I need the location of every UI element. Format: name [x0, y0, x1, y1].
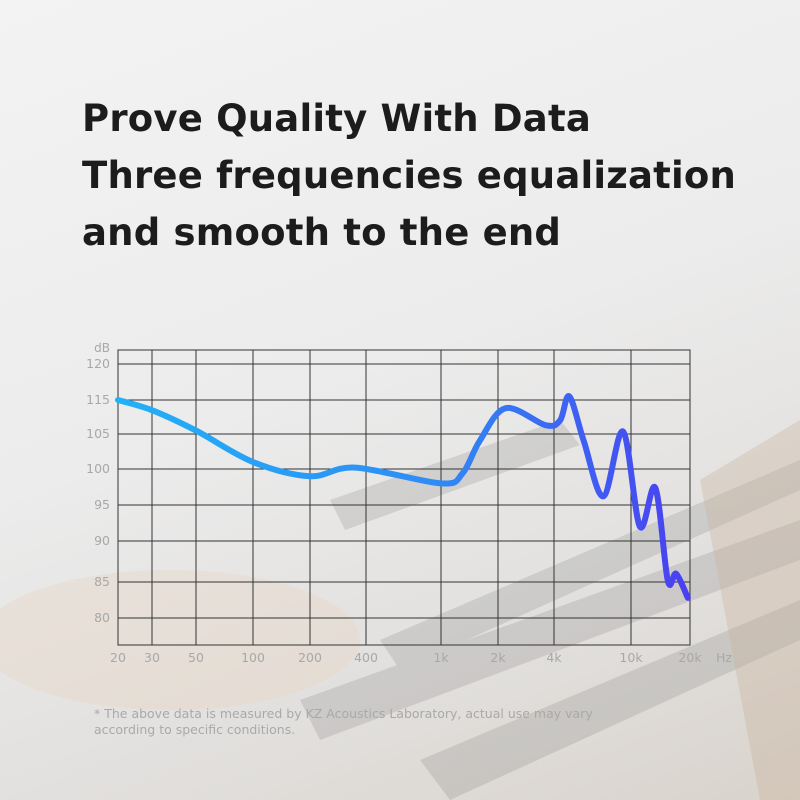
y-tick-label: 105: [86, 426, 110, 441]
y-tick-label: 120: [86, 356, 110, 371]
headline-line-3: and smooth to the end: [82, 211, 562, 254]
x-tick-label: 1k: [433, 650, 449, 665]
response-curve: [115, 393, 691, 601]
footnote-line-2: according to specific conditions.: [94, 722, 296, 737]
y-tick-label: 115: [86, 392, 110, 407]
y-axis-label: dB: [94, 341, 110, 355]
x-tick-label: 400: [354, 650, 378, 665]
x-tick-label: 4k: [546, 650, 562, 665]
x-tick-label: 30: [144, 650, 160, 665]
footnote-line-1: * The above data is measured by KZ Acous…: [94, 706, 593, 721]
footnote: * The above data is measured by KZ Acous…: [94, 706, 654, 738]
x-tick-label: 20: [110, 650, 126, 665]
y-tick-label: 100: [86, 461, 110, 476]
headline-line-1: Prove Quality With Data: [82, 97, 592, 140]
y-tick-label: 85: [94, 574, 110, 589]
headline: Prove Quality With Data Three frequencie…: [82, 90, 736, 261]
y-tick-label: 80: [94, 610, 110, 625]
x-tick-label: 2k: [490, 650, 506, 665]
x-tick-label: 50: [188, 650, 204, 665]
x-tick-label: 200: [298, 650, 322, 665]
y-tick-label: 90: [94, 533, 110, 548]
x-tick-label: 100: [241, 650, 265, 665]
y-tick-label: 95: [94, 497, 110, 512]
x-axis-label: Hz: [716, 650, 732, 665]
x-tick-label: 20k: [678, 650, 702, 665]
headline-line-2: Three frequencies equalization: [82, 154, 737, 197]
x-tick-label: 10k: [619, 650, 643, 665]
